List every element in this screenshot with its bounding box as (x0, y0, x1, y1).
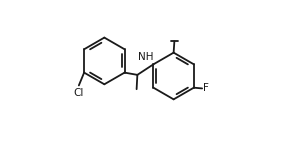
Text: F: F (203, 83, 209, 93)
Text: Cl: Cl (74, 88, 84, 98)
Text: NH: NH (138, 52, 154, 62)
